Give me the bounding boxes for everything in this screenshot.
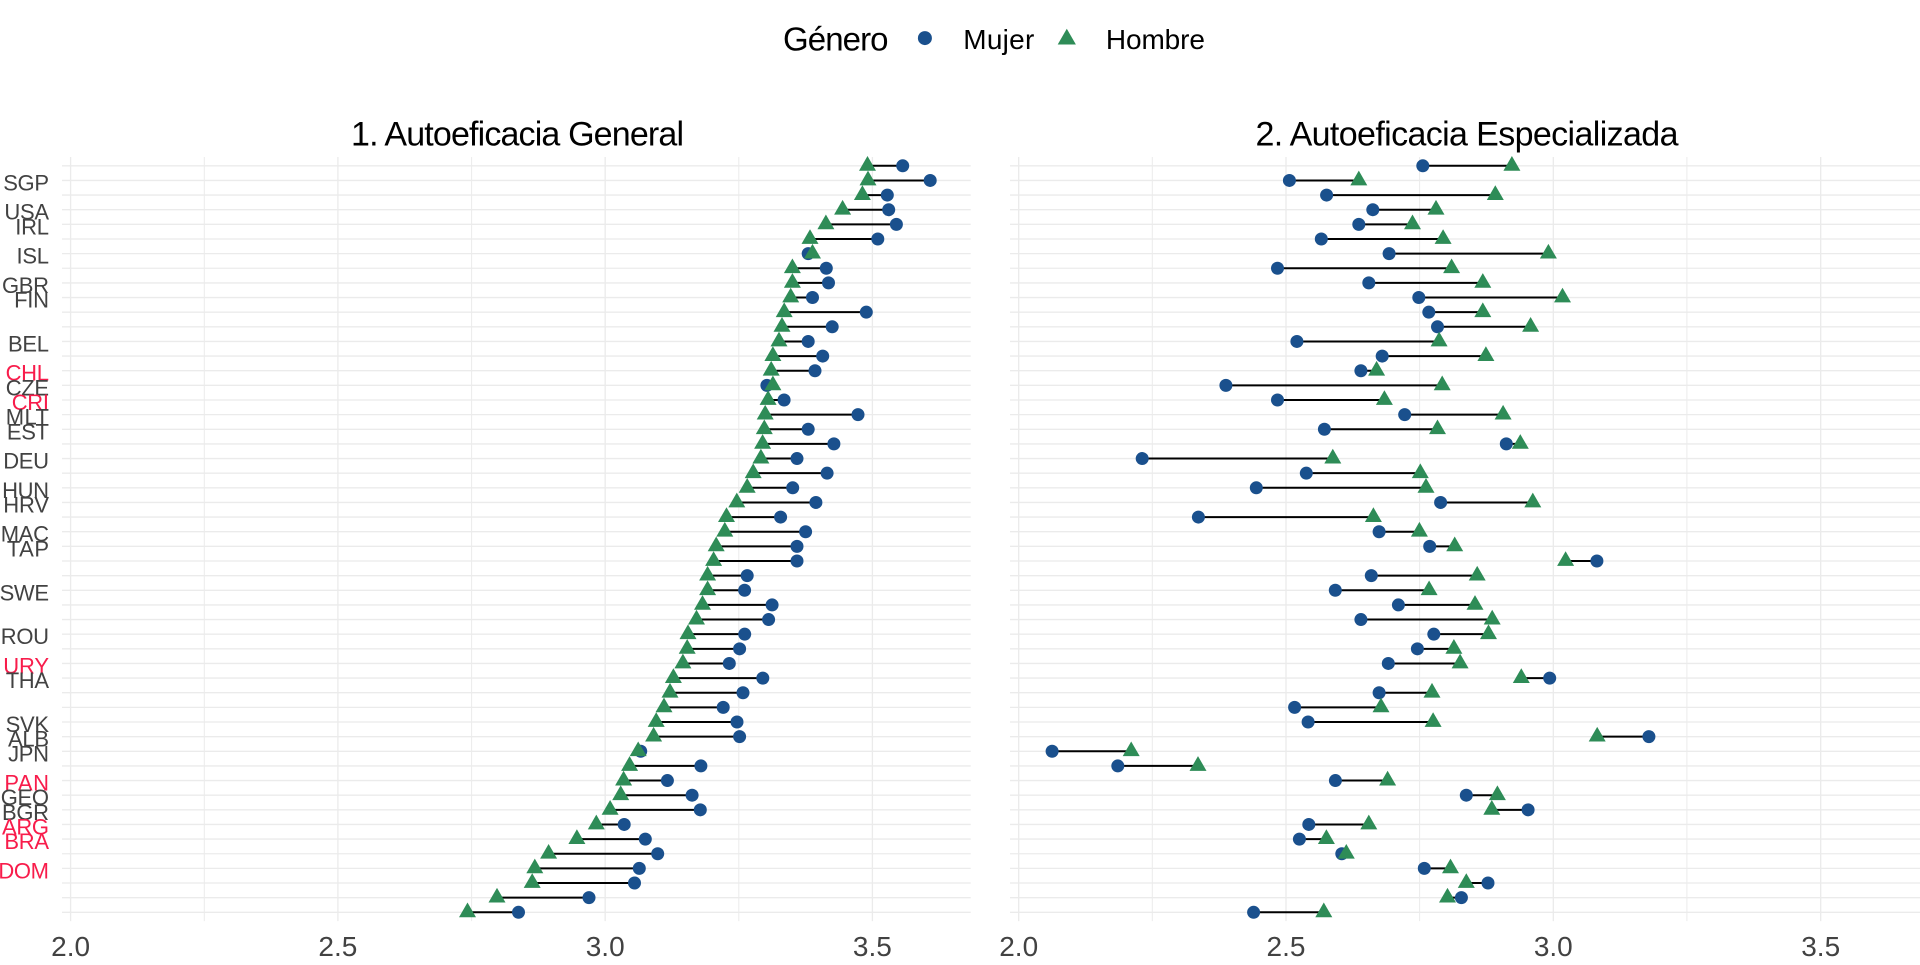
svg-text:2.5: 2.5: [318, 931, 357, 960]
svg-text:CRI: CRI: [12, 390, 49, 415]
svg-text:Género: Género: [783, 20, 889, 57]
svg-text:URY: URY: [3, 654, 49, 679]
svg-text:2. Autoeficacia Especializada: 2. Autoeficacia Especializada: [1256, 115, 1679, 153]
svg-text:BEL: BEL: [8, 331, 49, 356]
svg-text:3.5: 3.5: [853, 931, 892, 960]
svg-text:FIN: FIN: [14, 288, 49, 313]
svg-text:Mujer: Mujer: [963, 24, 1034, 55]
svg-text:CHL: CHL: [6, 361, 49, 386]
svg-text:3.5: 3.5: [1801, 931, 1840, 960]
svg-text:GEO: GEO: [1, 785, 49, 810]
svg-text:IRL: IRL: [15, 214, 49, 239]
svg-text:HRV: HRV: [3, 493, 49, 518]
svg-text:MLT: MLT: [6, 405, 49, 430]
svg-text:2.5: 2.5: [1267, 931, 1306, 960]
svg-text:TAP: TAP: [7, 536, 49, 561]
svg-text:BGR: BGR: [2, 800, 49, 825]
svg-text:CZE: CZE: [6, 375, 49, 400]
svg-text:ROU: ROU: [1, 624, 49, 649]
svg-text:SGP: SGP: [3, 170, 49, 195]
svg-text:EST: EST: [7, 419, 49, 444]
svg-text:DEU: DEU: [3, 449, 49, 474]
svg-text:PAN: PAN: [4, 771, 49, 796]
svg-text:Hombre: Hombre: [1106, 24, 1205, 55]
svg-text:SWE: SWE: [0, 580, 49, 605]
svg-text:1. Autoeficacia General: 1. Autoeficacia General: [351, 115, 684, 153]
svg-text:BRA: BRA: [4, 829, 49, 854]
svg-text:ISL: ISL: [17, 244, 50, 269]
svg-text:USA: USA: [4, 200, 49, 225]
svg-text:2.0: 2.0: [51, 931, 90, 960]
svg-text:DOM: DOM: [0, 858, 49, 883]
svg-text:SVK: SVK: [6, 712, 50, 737]
svg-text:HUN: HUN: [2, 478, 49, 503]
svg-text:ALB: ALB: [8, 727, 49, 752]
svg-text:2.0: 2.0: [999, 931, 1038, 960]
svg-text:ARG: ARG: [2, 815, 49, 840]
svg-text:GBR: GBR: [2, 273, 49, 298]
svg-text:JPN: JPN: [8, 741, 49, 766]
svg-text:3.0: 3.0: [586, 931, 625, 960]
svg-text:THA: THA: [6, 668, 50, 693]
svg-text:3.0: 3.0: [1534, 931, 1573, 960]
svg-text:MAC: MAC: [1, 522, 49, 547]
